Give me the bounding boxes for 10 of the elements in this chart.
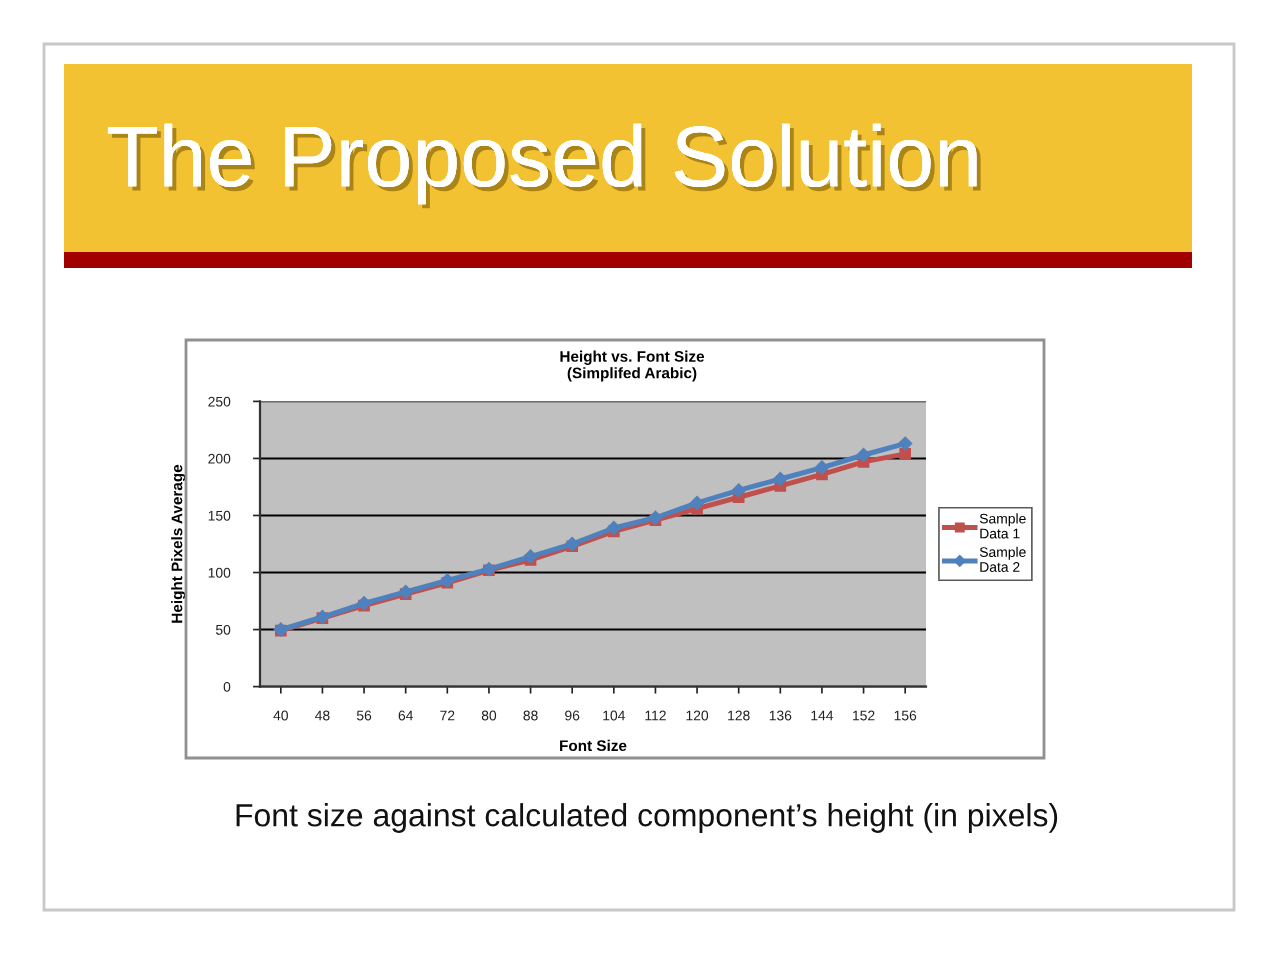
- point: [773, 472, 788, 486]
- point: [856, 448, 871, 462]
- point: [523, 549, 538, 564]
- point: [731, 483, 746, 498]
- point: [899, 448, 912, 460]
- chart-title: The Proposed Solution: [107, 123, 981, 209]
- point: [898, 436, 913, 451]
- point: [690, 496, 704, 510]
- point: [815, 460, 829, 475]
- text: Font size against calculated component’s height (in pixels): [236, 803, 1058, 833]
